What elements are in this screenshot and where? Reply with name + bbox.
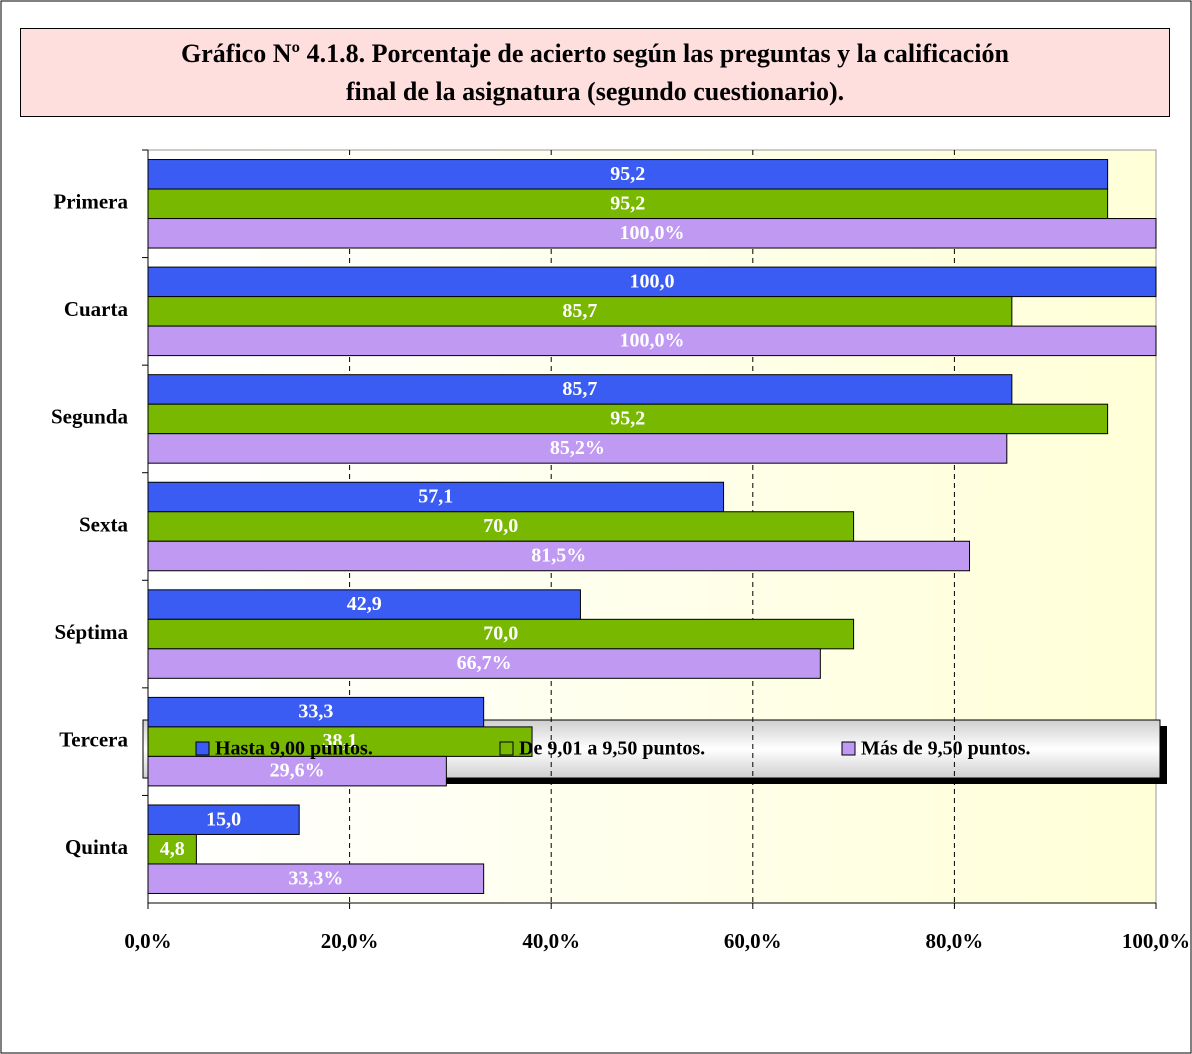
value-label: 100,0% — [620, 329, 685, 351]
y-tick-label: Segunda — [51, 405, 129, 429]
bar — [147, 804, 300, 835]
legend-label: De 9,01 a 9,50 puntos. — [519, 738, 705, 760]
bar — [147, 696, 485, 728]
value-label: 95,2 — [610, 163, 645, 185]
value-label: 95,2 — [610, 408, 645, 430]
bar — [147, 433, 1008, 464]
legend-label: Más de 9,50 puntos. — [861, 738, 1030, 760]
y-tick-label: Quinta — [65, 835, 129, 859]
title-box: Gráfico Nº 4.1.8. Porcentaje de acierto … — [20, 28, 1170, 117]
value-label: 85,2% — [550, 437, 605, 459]
value-label: 70,0 — [483, 515, 518, 537]
value-label: 81,5% — [531, 545, 586, 567]
value-label: 4,8 — [160, 838, 185, 860]
value-label: 15,0 — [206, 808, 241, 830]
value-label: 29,6% — [270, 760, 325, 782]
y-tick-label: Séptima — [55, 620, 129, 644]
bar — [147, 266, 1157, 298]
bar — [147, 863, 485, 894]
y-tick-label: Sexta — [79, 512, 128, 536]
value-label: 100,0% — [620, 222, 685, 244]
value-label: 33,3 — [298, 701, 333, 723]
bar — [147, 403, 1109, 435]
value-label: 85,7 — [562, 300, 597, 322]
bar — [147, 833, 197, 865]
x-tick-label: 100,0% — [1122, 929, 1190, 953]
y-tick-label: Cuarta — [64, 297, 129, 321]
value-label: 57,1 — [418, 486, 453, 508]
bar — [147, 374, 1013, 405]
legend-label: Hasta 9,00 puntos. — [215, 738, 373, 760]
y-tick-label: Primera — [53, 190, 128, 214]
y-tick-label: Tercera — [59, 727, 128, 751]
value-label: 70,0 — [483, 623, 518, 645]
bar — [147, 296, 1013, 327]
x-tick-label: 60,0% — [724, 929, 782, 953]
value-label: 42,9 — [347, 593, 382, 615]
bar — [147, 618, 855, 650]
legend-swatch — [195, 741, 210, 756]
bar — [147, 325, 1157, 357]
x-tick-label: 20,0% — [321, 929, 379, 953]
bar — [147, 589, 581, 620]
value-label: 33,3% — [288, 867, 343, 889]
x-tick-label: 40,0% — [522, 929, 580, 953]
value-label: 85,7 — [562, 378, 597, 400]
bar — [147, 648, 821, 679]
bar — [147, 540, 971, 572]
value-label: 95,2 — [610, 192, 645, 214]
value-label: 100,0 — [630, 270, 675, 292]
value-label: 38,1 — [323, 730, 358, 752]
legend-swatch — [499, 741, 514, 756]
legend-swatch — [841, 741, 856, 756]
x-tick-label: 80,0% — [926, 929, 984, 953]
value-label: 66,7% — [457, 652, 512, 674]
bar — [147, 218, 1157, 249]
chart-title: Gráfico Nº 4.1.8. Porcentaje de acierto … — [181, 38, 1009, 106]
x-tick-label: 0,0% — [124, 929, 171, 953]
bar — [147, 755, 447, 787]
